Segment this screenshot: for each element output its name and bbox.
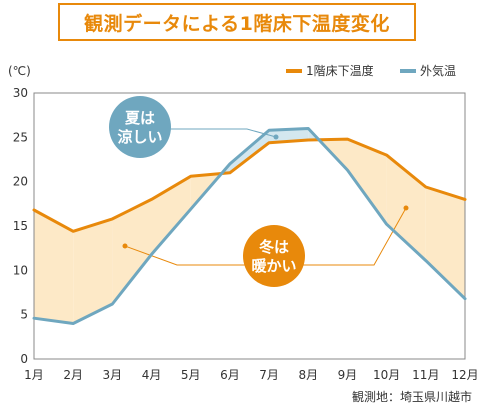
- summer-bubble: [109, 96, 171, 158]
- x-tick-label: 1月: [24, 368, 44, 382]
- difference-fill-areas: [34, 128, 465, 324]
- x-tick-label: 10月: [373, 368, 400, 382]
- fill-underfloor-warmer: [347, 139, 387, 225]
- y-tick-label: 30: [13, 86, 28, 100]
- legend-label-outdoor: 外気温: [420, 63, 456, 78]
- fill-underfloor-warmer: [34, 210, 74, 324]
- plot-frame: [33, 92, 466, 360]
- winter-bubble: [243, 225, 305, 287]
- y-tick-label: 25: [13, 130, 28, 144]
- observation-location: 観測地：埼玉県川越市: [352, 389, 472, 404]
- x-tick-label: 2月: [63, 368, 83, 382]
- legend-label-underfloor: 1階床下温度: [306, 63, 374, 78]
- fill-underfloor-warmer: [73, 218, 113, 324]
- series-line-underfloor: [32, 137, 467, 233]
- winter-label-line1: 冬は: [259, 238, 289, 256]
- y-tick-label: 10: [13, 263, 28, 277]
- series-lines: [32, 127, 467, 325]
- fill-outdoor-warmer: [229, 130, 270, 173]
- x-tick-label: 9月: [338, 368, 358, 382]
- winter-callout-dot: [122, 243, 128, 249]
- summer-label-line1: 夏は: [124, 109, 155, 127]
- x-tick-label: 11月: [412, 368, 439, 382]
- chart-title: 観測データによる1階床下温度変化: [84, 12, 390, 35]
- y-tick-label: 0: [20, 352, 28, 366]
- summer-label-line2: 涼しい: [117, 128, 162, 146]
- legend: 1階床下温度 外気温: [286, 63, 456, 78]
- x-tick-label: 3月: [103, 368, 123, 382]
- x-tick-label: 5月: [181, 368, 201, 382]
- x-tick-label: 8月: [298, 368, 318, 382]
- y-unit-label: (℃): [8, 64, 31, 78]
- y-tick-label: 20: [13, 175, 28, 189]
- summer-callout-line: [165, 128, 277, 138]
- y-tick-label: 15: [13, 219, 28, 233]
- x-axis-ticks: 1月 2月 3月 4月 5月 6月 7月 8月 9月 10月 11月 12月: [24, 368, 478, 382]
- x-tick-label: 12月: [451, 368, 478, 382]
- x-tick-label: 4月: [142, 368, 162, 382]
- series-line-outdoor: [32, 127, 467, 325]
- x-tick-label: 6月: [220, 368, 240, 382]
- fill-underfloor-warmer: [112, 199, 152, 304]
- y-tick-label: 5: [20, 308, 28, 322]
- x-tick-label: 7月: [259, 368, 279, 382]
- chart-title-box: 観測データによる1階床下温度変化: [58, 3, 416, 41]
- summer-callout-dot: [273, 134, 279, 140]
- fill-outdoor-warmer: [269, 128, 309, 143]
- winter-callout-dot: [403, 205, 409, 211]
- y-axis-ticks: 0 5 10 15 20 25 30: [13, 86, 28, 366]
- winter-label-line2: 暖かい: [251, 257, 296, 275]
- fill-underfloor-warmer: [425, 187, 465, 299]
- fill-underfloor-warmer: [151, 176, 191, 255]
